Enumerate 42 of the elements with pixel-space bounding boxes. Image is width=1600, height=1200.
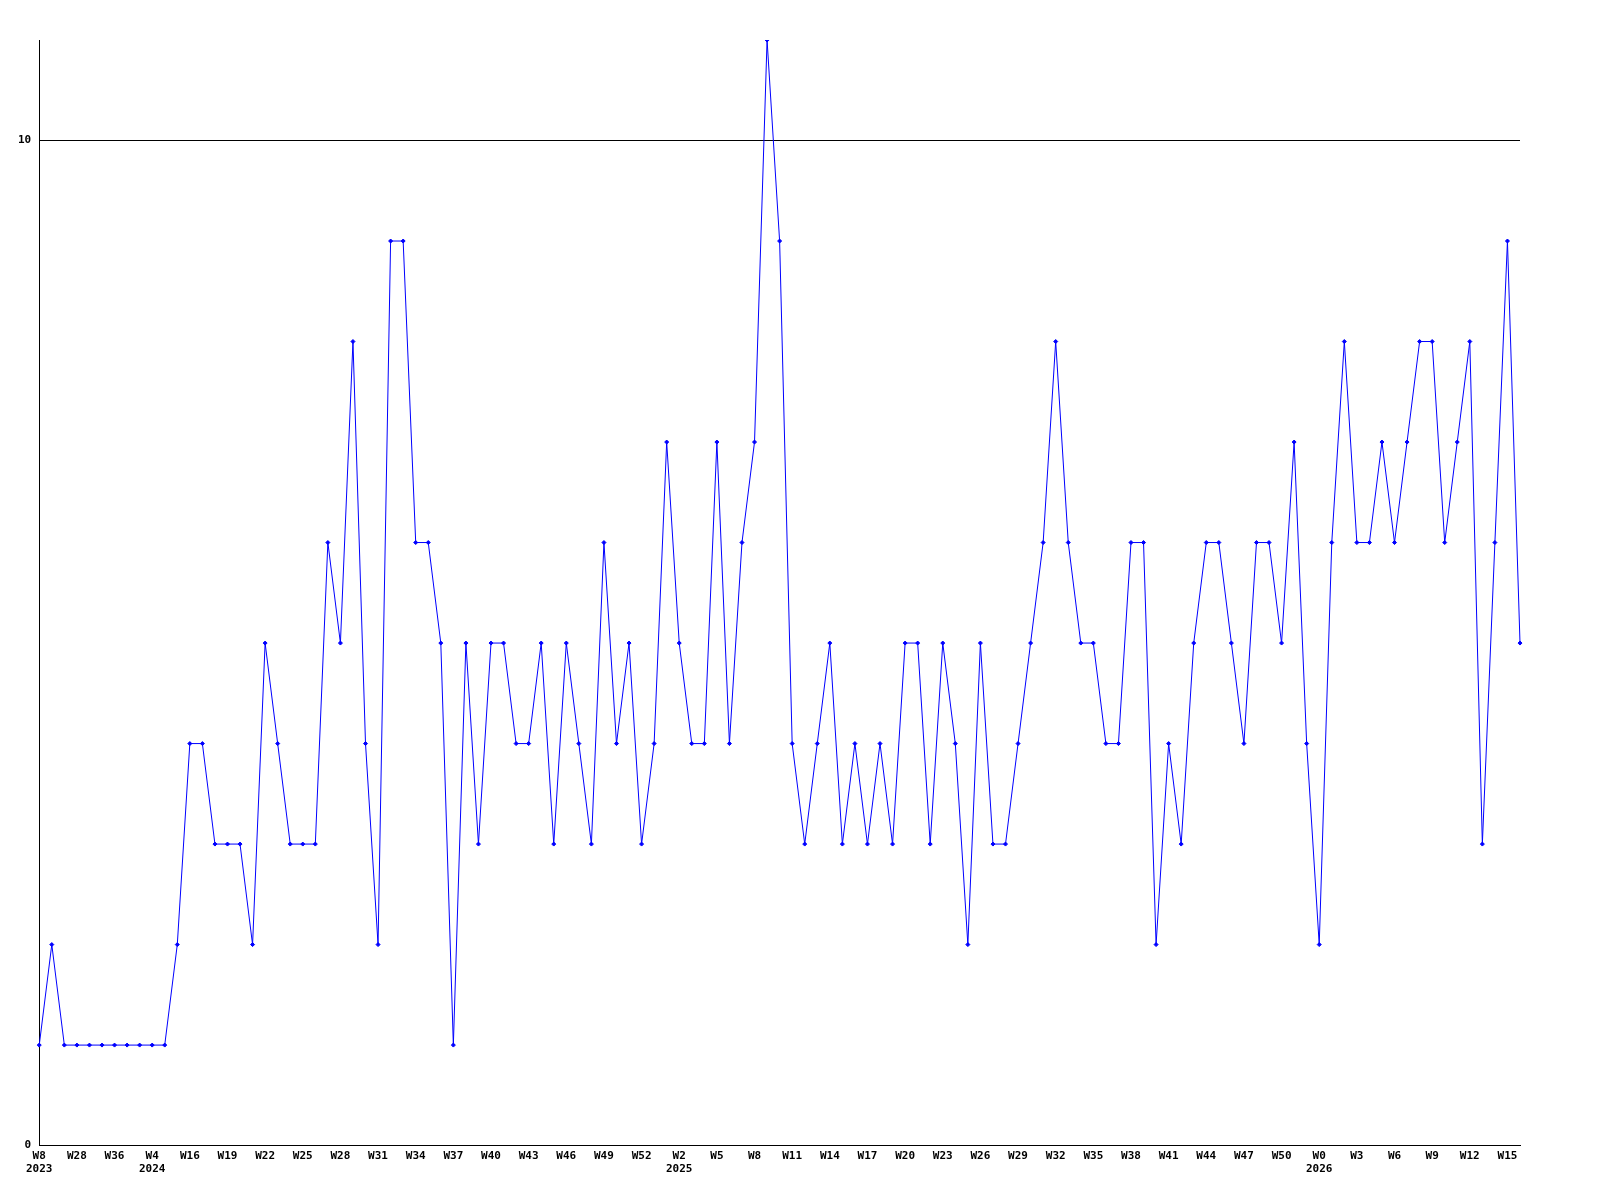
x-tick-label: W11 bbox=[782, 1149, 803, 1163]
x-tick-label: W36 bbox=[104, 1149, 125, 1163]
x-tick-label: W35 bbox=[1083, 1149, 1104, 1163]
x-tick-label: W28 bbox=[66, 1149, 87, 1163]
x-tick-label: W31 bbox=[368, 1149, 389, 1163]
x-tick-label: W44 bbox=[1196, 1149, 1217, 1163]
x-tick-label: W40 bbox=[481, 1149, 501, 1163]
x-tick-label: W3 bbox=[1350, 1149, 1364, 1163]
x-tick-label: W15 bbox=[1497, 1149, 1518, 1163]
x-tick-label: W43 bbox=[518, 1149, 539, 1163]
x-tick-label: W34 bbox=[405, 1149, 427, 1163]
x-tick-label: W6 bbox=[1387, 1149, 1402, 1163]
x-tick-label: W9 bbox=[1425, 1149, 1439, 1163]
x-tick-label: W46 bbox=[556, 1149, 577, 1163]
x-tick-label: W32 bbox=[1045, 1149, 1066, 1163]
x-tick-label: W5 bbox=[710, 1149, 724, 1163]
x-tick-label: W37 bbox=[443, 1149, 464, 1163]
x-tick-label: W29 bbox=[1008, 1149, 1028, 1163]
x-tick-label: W41 bbox=[1158, 1149, 1179, 1163]
x-tick-label: W22 bbox=[255, 1149, 276, 1163]
x-tick-label: W19 bbox=[217, 1149, 238, 1163]
x-tick-label: W25 bbox=[292, 1149, 313, 1163]
y-tick-label: 0 bbox=[24, 1138, 32, 1152]
x-tick-label: W0 2026 bbox=[1305, 1149, 1333, 1176]
x-tick-label: W23 bbox=[932, 1149, 953, 1163]
x-tick-label: W50 bbox=[1271, 1149, 1292, 1163]
x-tick-label: W38 bbox=[1121, 1149, 1141, 1163]
y-tick-label: 10 bbox=[18, 133, 32, 147]
x-tick-label: W8 2023 bbox=[26, 1149, 53, 1176]
x-tick-label: W14 bbox=[819, 1149, 841, 1163]
x-tick-label: W12 bbox=[1459, 1149, 1480, 1163]
x-tick-label: W52 bbox=[631, 1149, 652, 1163]
x-tick-label: W28 bbox=[330, 1149, 351, 1163]
x-tick-label: W16 bbox=[179, 1149, 201, 1163]
x-tick-label: W49 bbox=[594, 1149, 614, 1163]
x-tick-label: W20 bbox=[895, 1149, 916, 1163]
x-tick-label: W8 bbox=[747, 1149, 762, 1163]
x-tick-label: W17 bbox=[857, 1149, 878, 1163]
x-tick-label: W4 2024 bbox=[138, 1149, 166, 1176]
x-tick-label: W2 2025 bbox=[665, 1149, 693, 1176]
x-tick-label: W26 bbox=[970, 1149, 991, 1163]
x-tick-label: W47 bbox=[1233, 1149, 1254, 1163]
